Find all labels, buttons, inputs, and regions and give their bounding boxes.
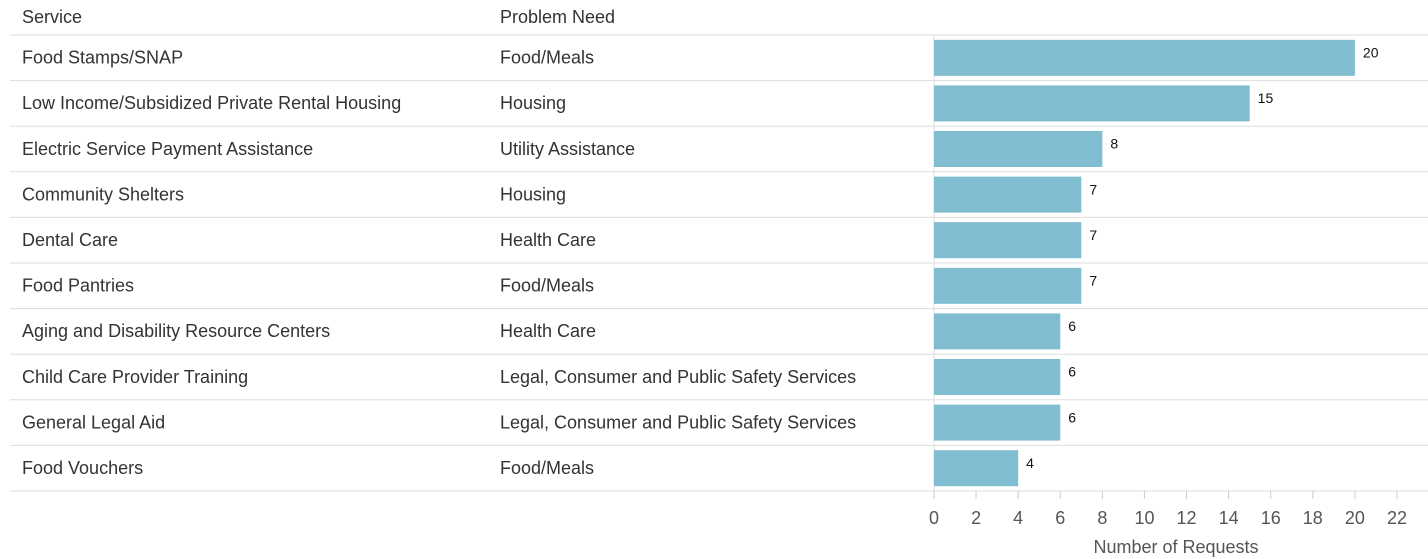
value-label: 4 <box>1026 455 1034 471</box>
bar <box>934 39 1355 76</box>
problem-need-label: Food/Meals <box>500 458 594 478</box>
problem-need-label: Housing <box>500 93 566 113</box>
service-label: Child Care Provider Training <box>22 367 248 387</box>
bar <box>934 85 1250 122</box>
problem-need-label: Food/Meals <box>500 276 594 296</box>
problem-need-label: Housing <box>500 184 566 204</box>
x-tick-label: 22 <box>1387 508 1407 528</box>
bar <box>934 404 1061 441</box>
bar <box>934 359 1061 395</box>
x-tick-label: 6 <box>1055 508 1065 528</box>
service-label: Low Income/Subsidized Private Rental Hou… <box>22 93 401 113</box>
problem-need-label: Utility Assistance <box>500 139 635 159</box>
service-label: Food Vouchers <box>22 458 143 478</box>
service-label: Dental Care <box>22 230 118 250</box>
column-header: Problem Need <box>500 7 615 27</box>
column-header: Service <box>22 7 82 27</box>
bar <box>934 222 1082 259</box>
x-tick-label: 0 <box>929 508 939 528</box>
x-tick-label: 18 <box>1303 508 1323 528</box>
x-tick-label: 8 <box>1097 508 1107 528</box>
x-tick-label: 10 <box>1134 508 1154 528</box>
bar <box>934 176 1082 213</box>
value-label: 20 <box>1363 45 1379 61</box>
x-tick-label: 4 <box>1013 508 1023 528</box>
value-label: 8 <box>1110 136 1118 152</box>
value-label: 7 <box>1089 181 1097 197</box>
x-tick-label: 20 <box>1345 508 1365 528</box>
x-tick-label: 12 <box>1177 508 1197 528</box>
service-label: Community Shelters <box>22 184 184 204</box>
value-label: 15 <box>1258 90 1274 106</box>
problem-need-label: Legal, Consumer and Public Safety Servic… <box>500 412 856 432</box>
bar <box>934 131 1103 167</box>
x-tick-label: 14 <box>1219 508 1239 528</box>
problem-need-label: Health Care <box>500 230 596 250</box>
problem-need-label: Health Care <box>500 321 596 341</box>
service-label: Aging and Disability Resource Centers <box>22 321 330 341</box>
bar <box>934 267 1082 304</box>
value-label: 6 <box>1068 318 1076 334</box>
value-label: 7 <box>1089 273 1097 289</box>
value-label: 6 <box>1068 409 1076 425</box>
bar <box>934 313 1061 350</box>
x-tick-label: 2 <box>971 508 981 528</box>
problem-need-label: Legal, Consumer and Public Safety Servic… <box>500 367 856 387</box>
service-label: Food Stamps/SNAP <box>22 48 183 68</box>
bar <box>934 450 1019 487</box>
service-label: Food Pantries <box>22 276 134 296</box>
x-tick-label: 16 <box>1261 508 1281 528</box>
problem-need-label: Food/Meals <box>500 48 594 68</box>
x-axis-title: Number of Requests <box>1093 537 1258 557</box>
value-label: 6 <box>1068 364 1076 380</box>
value-label: 7 <box>1089 227 1097 243</box>
service-label: General Legal Aid <box>22 412 165 432</box>
service-label: Electric Service Payment Assistance <box>22 139 313 159</box>
